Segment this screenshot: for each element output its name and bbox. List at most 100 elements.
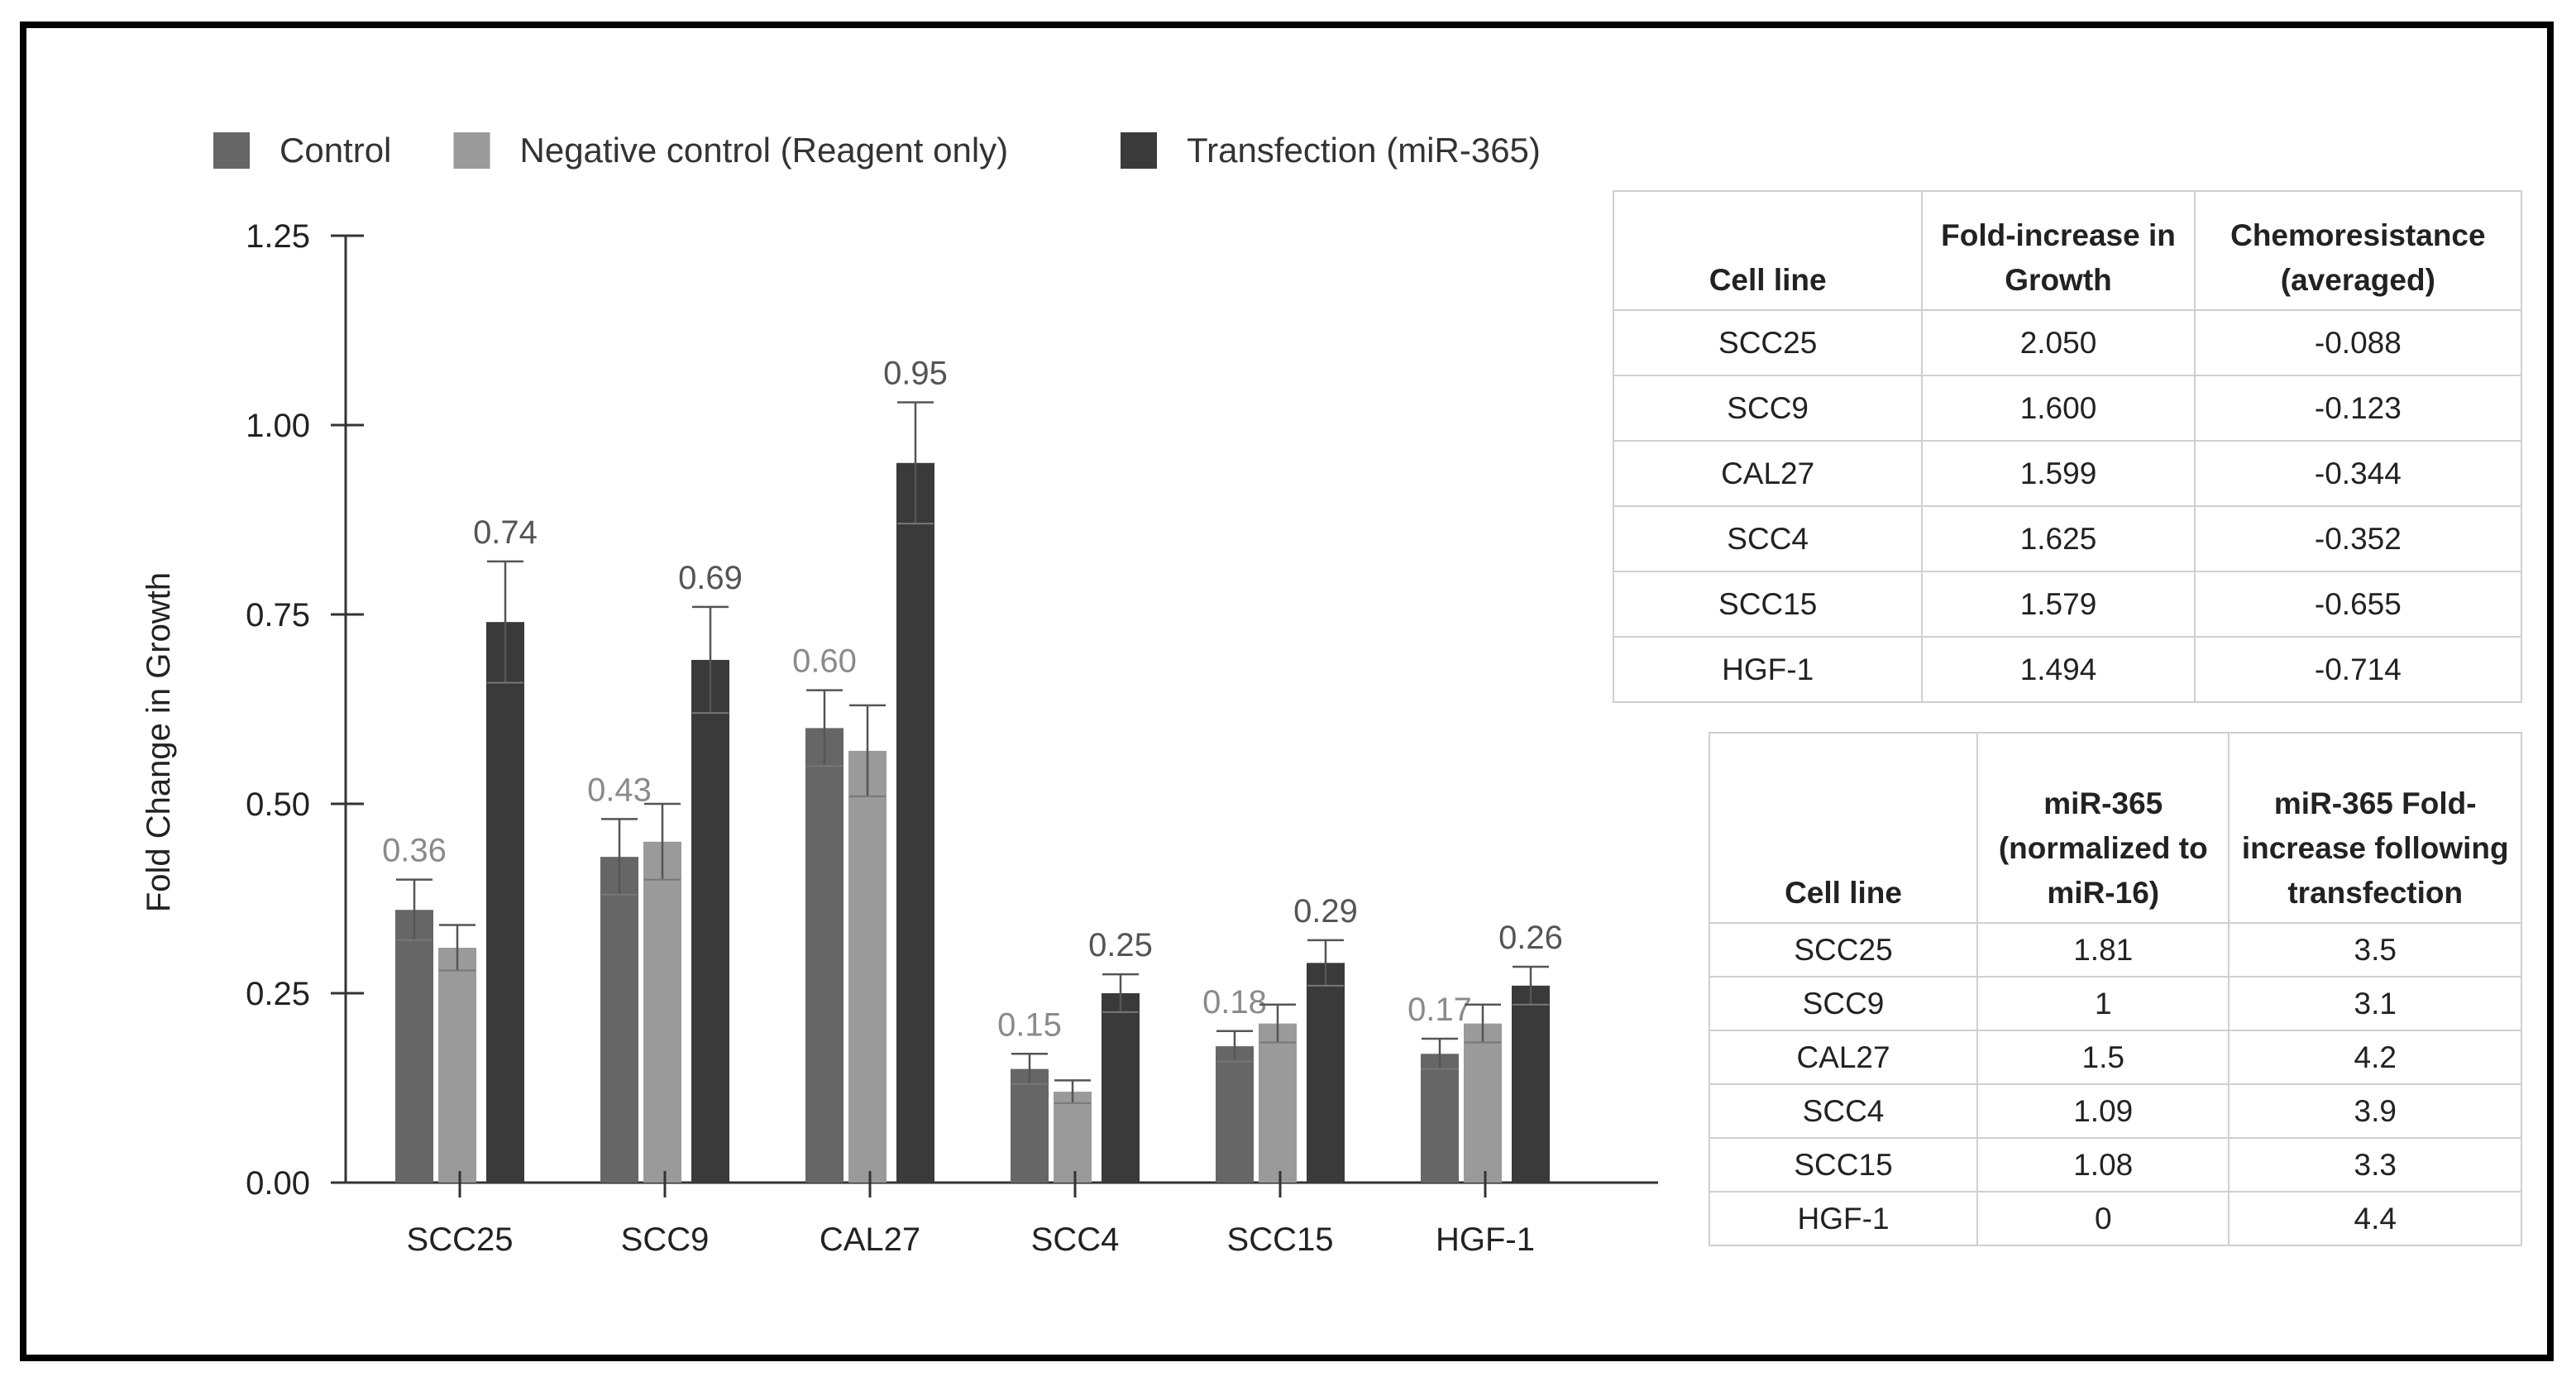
table-row: SCC25 2.050 -0.088 (1612, 309, 2523, 376)
table-cell: SCC9 (1612, 375, 1924, 442)
bar (1259, 1023, 1297, 1183)
data-label: 0.15 (997, 1006, 1062, 1043)
table-row: SCC9 1.600 -0.123 (1612, 375, 2523, 442)
bar (395, 910, 433, 1183)
bar (486, 622, 524, 1183)
table-row: SCC4 1.09 3.9 (1708, 1083, 2522, 1139)
table-cell: -0.655 (2193, 571, 2523, 638)
table-cell: 3.1 (2228, 976, 2522, 1031)
bar (438, 948, 476, 1183)
table-row: CAL27 1.5 4.2 (1708, 1030, 2522, 1085)
bar (1307, 963, 1345, 1183)
bar (805, 728, 844, 1183)
legend-label: Negative control (Reagent only) (520, 131, 1009, 170)
table-row: SCC9 1 3.1 (1708, 976, 2522, 1031)
data-label: 0.60 (792, 643, 857, 680)
legend-swatch (453, 132, 490, 169)
legend-swatch (213, 132, 250, 169)
table-header-row: Cell line miR-365 (normalized to miR-16)… (1708, 732, 2522, 924)
table-cell: 1.08 (1976, 1137, 2230, 1193)
bar (848, 750, 887, 1183)
table-header-cell: Cell line (1612, 190, 1924, 311)
data-label: 0.74 (473, 514, 538, 551)
table-cell: SCC9 (1708, 976, 1979, 1031)
legend-label: Transfection (miR-365) (1187, 131, 1541, 170)
table-row: SCC25 1.81 3.5 (1708, 922, 2522, 978)
bar (1054, 1092, 1092, 1183)
y-tick-label: 0.50 (246, 786, 310, 823)
table-cell: 3.5 (2228, 922, 2522, 978)
table-cell: SCC4 (1612, 505, 1924, 572)
y-tick-label: 0.25 (246, 976, 310, 1012)
table-row: SCC4 1.625 -0.352 (1612, 505, 2523, 572)
table-cell: -0.344 (2193, 440, 2523, 507)
bar (691, 659, 729, 1183)
data-label: 0.69 (678, 560, 743, 596)
table-cell: 4.4 (2228, 1191, 2522, 1246)
y-axis-title: Fold Change in Growth (141, 572, 177, 912)
table-cell: SCC15 (1612, 571, 1924, 638)
table-cell: HGF-1 (1708, 1191, 1979, 1246)
table-cell: 3.9 (2228, 1083, 2522, 1139)
y-tick-label: 0.75 (246, 597, 310, 633)
table-cell: SCC25 (1612, 309, 1924, 376)
table-cell: -0.088 (2193, 309, 2523, 376)
legend-swatch (1121, 132, 1157, 169)
bar (1102, 993, 1140, 1183)
table-header-cell: miR-365 Fold-increase following transfec… (2228, 732, 2522, 924)
table-row: SCC15 1.579 -0.655 (1612, 571, 2523, 638)
bar (1011, 1068, 1049, 1183)
table-cell: 1.09 (1976, 1083, 2230, 1139)
mir365-expression-table: Cell line miR-365 (normalized to miR-16)… (1708, 732, 2522, 1246)
table-row: HGF-1 1.494 -0.714 (1612, 636, 2523, 703)
table-cell: 3.3 (2228, 1137, 2522, 1193)
table-cell: CAL27 (1612, 440, 1924, 507)
table-header-cell: Cell line (1708, 732, 1979, 924)
table-cell: CAL27 (1708, 1030, 1979, 1085)
data-label: 0.29 (1293, 893, 1358, 930)
table-cell: 1.599 (1921, 440, 2196, 507)
table-cell: -0.714 (2193, 636, 2523, 703)
growth-chemoresistance-table: Cell line Fold-increase in Growth Chemor… (1612, 190, 2523, 703)
bar (896, 462, 934, 1183)
legend-label: Control (280, 131, 391, 170)
table-header-cell: miR-365 (normalized to miR-16) (1976, 732, 2230, 924)
table-cell: SCC25 (1708, 922, 1979, 978)
table-cell: 0 (1976, 1191, 2230, 1246)
table-cell: 4.2 (2228, 1030, 2522, 1085)
bar (1421, 1054, 1459, 1183)
y-tick-label: 1.25 (246, 218, 310, 255)
y-tick-label: 1.00 (246, 408, 310, 444)
table-row: CAL27 1.599 -0.344 (1612, 440, 2523, 507)
table-cell: 1.5 (1976, 1030, 2230, 1085)
table-cell: 1.600 (1921, 375, 2196, 442)
table-cell: HGF-1 (1612, 636, 1924, 703)
x-tick-label: SCC9 (621, 1221, 710, 1258)
data-label: 0.17 (1407, 992, 1472, 1028)
table-header-cell: Fold-increase in Growth (1921, 190, 2196, 311)
data-label: 0.36 (382, 833, 447, 869)
table-cell: -0.123 (2193, 375, 2523, 442)
data-label: 0.95 (883, 356, 948, 392)
bar (643, 841, 681, 1183)
x-tick-label: SCC25 (407, 1221, 514, 1258)
bar (600, 857, 638, 1183)
table-cell: 1.579 (1921, 571, 2196, 638)
table-header-cell: Chemoresistance (averaged) (2193, 190, 2523, 311)
table-cell: 1.81 (1976, 922, 2230, 978)
data-label: 0.18 (1202, 984, 1267, 1021)
table-cell: 1 (1976, 976, 2230, 1031)
x-tick-label: HGF-1 (1436, 1221, 1535, 1258)
table-cell: 1.494 (1921, 636, 2196, 703)
table-header-row: Cell line Fold-increase in Growth Chemor… (1612, 190, 2523, 311)
x-tick-label: CAL27 (820, 1221, 920, 1258)
bar (1464, 1023, 1502, 1183)
table-cell: SCC15 (1708, 1137, 1979, 1193)
data-label: 0.43 (587, 772, 652, 808)
x-tick-label: SCC4 (1031, 1221, 1120, 1258)
x-tick-label: SCC15 (1227, 1221, 1334, 1258)
bar (1512, 985, 1550, 1183)
table-cell: 1.625 (1921, 505, 2196, 572)
table-cell: SCC4 (1708, 1083, 1979, 1139)
